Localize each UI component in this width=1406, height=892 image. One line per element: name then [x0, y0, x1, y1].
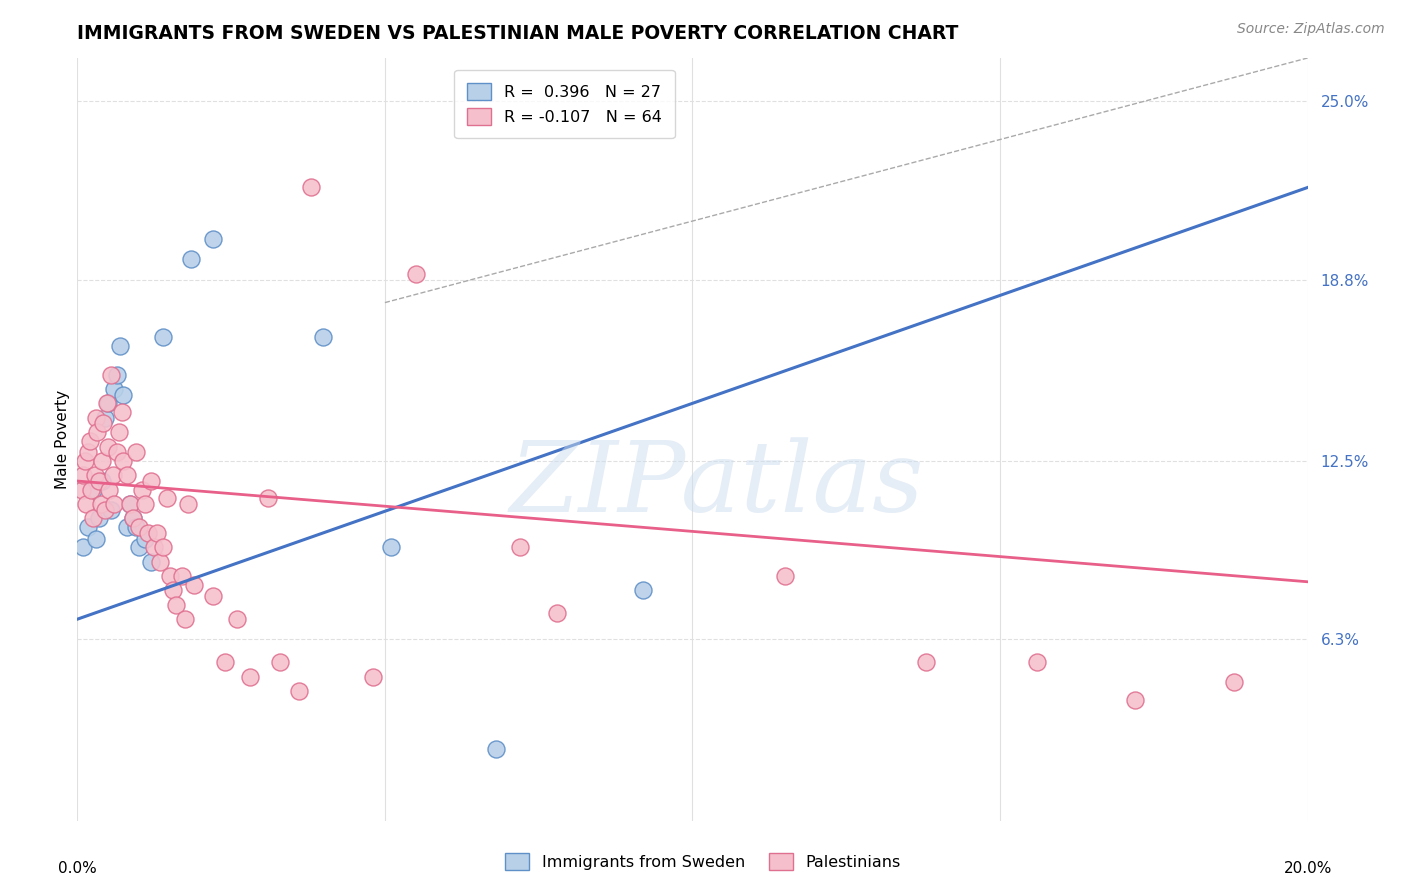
Point — [87, 511, 110, 525]
Legend: R =  0.396   N = 27, R = -0.107   N = 64: R = 0.396 N = 27, R = -0.107 N = 64 — [454, 70, 675, 138]
Point — [141, 474, 163, 488]
Point — [90, 454, 114, 468]
Point — [118, 497, 141, 511]
Point — [82, 511, 104, 525]
Text: 20.0%: 20.0% — [1284, 861, 1331, 876]
Point — [125, 520, 148, 534]
Text: Source: ZipAtlas.com: Source: ZipAtlas.com — [1237, 22, 1385, 37]
Point — [86, 425, 108, 439]
Point — [103, 382, 125, 396]
Point — [90, 497, 112, 511]
Point — [136, 525, 159, 540]
Point — [288, 684, 311, 698]
Point — [152, 540, 174, 554]
Point — [155, 491, 177, 506]
Point — [80, 483, 103, 497]
Point — [105, 445, 128, 459]
Point — [128, 540, 150, 554]
Point — [633, 583, 655, 598]
Point — [87, 474, 110, 488]
Point — [100, 368, 122, 382]
Point — [509, 540, 531, 554]
Point — [170, 569, 193, 583]
Point — [94, 410, 117, 425]
Point — [773, 569, 796, 583]
Point — [72, 540, 94, 554]
Point — [115, 468, 138, 483]
Text: ZIPatlas: ZIPatlas — [510, 437, 924, 533]
Legend: Immigrants from Sweden, Palestinians: Immigrants from Sweden, Palestinians — [499, 847, 907, 877]
Point — [159, 569, 181, 583]
Point — [149, 555, 172, 569]
Point — [84, 532, 107, 546]
Point — [125, 445, 148, 459]
Point — [77, 520, 100, 534]
Point — [141, 555, 163, 569]
Point — [226, 612, 249, 626]
Point — [75, 497, 97, 511]
Y-axis label: Male Poverty: Male Poverty — [55, 390, 70, 489]
Point — [183, 577, 205, 591]
Point — [146, 525, 169, 540]
Point — [110, 339, 132, 353]
Point — [180, 252, 202, 267]
Point — [1223, 675, 1246, 690]
Point — [915, 656, 938, 670]
Text: IMMIGRANTS FROM SWEDEN VS PALESTINIAN MALE POVERTY CORRELATION CHART: IMMIGRANTS FROM SWEDEN VS PALESTINIAN MA… — [77, 23, 959, 43]
Point — [98, 483, 121, 497]
Point — [97, 440, 120, 454]
Point — [94, 503, 117, 517]
Point — [73, 454, 96, 468]
Point — [96, 396, 118, 410]
Point — [239, 670, 262, 684]
Point — [174, 612, 197, 626]
Point — [108, 425, 131, 439]
Point — [131, 483, 153, 497]
Point — [115, 520, 138, 534]
Point — [101, 468, 124, 483]
Point — [91, 417, 114, 431]
Point — [405, 267, 427, 281]
Point — [121, 511, 143, 525]
Point — [1125, 692, 1147, 706]
Point — [380, 540, 402, 554]
Point — [165, 598, 187, 612]
Point — [118, 497, 141, 511]
Point — [72, 468, 94, 483]
Point — [83, 468, 105, 483]
Point — [100, 503, 122, 517]
Point — [77, 445, 100, 459]
Point — [152, 330, 174, 344]
Text: 0.0%: 0.0% — [58, 861, 97, 876]
Point — [257, 491, 280, 506]
Point — [1026, 656, 1049, 670]
Point — [84, 410, 107, 425]
Point — [143, 540, 166, 554]
Point — [111, 405, 132, 419]
Point — [97, 396, 120, 410]
Point — [299, 180, 322, 194]
Point — [105, 368, 128, 382]
Point — [112, 454, 135, 468]
Point — [112, 387, 135, 401]
Point — [128, 520, 150, 534]
Point — [90, 474, 114, 488]
Point — [177, 497, 200, 511]
Point — [312, 330, 335, 344]
Point — [214, 656, 236, 670]
Point — [361, 670, 384, 684]
Point — [546, 607, 568, 621]
Point — [103, 497, 125, 511]
Point — [134, 532, 156, 546]
Point — [162, 583, 184, 598]
Point — [134, 497, 156, 511]
Point — [201, 232, 224, 246]
Point — [201, 589, 224, 603]
Point — [79, 434, 101, 448]
Point — [82, 483, 104, 497]
Point — [121, 511, 143, 525]
Point — [485, 741, 508, 756]
Point — [269, 656, 291, 670]
Point — [70, 483, 93, 497]
